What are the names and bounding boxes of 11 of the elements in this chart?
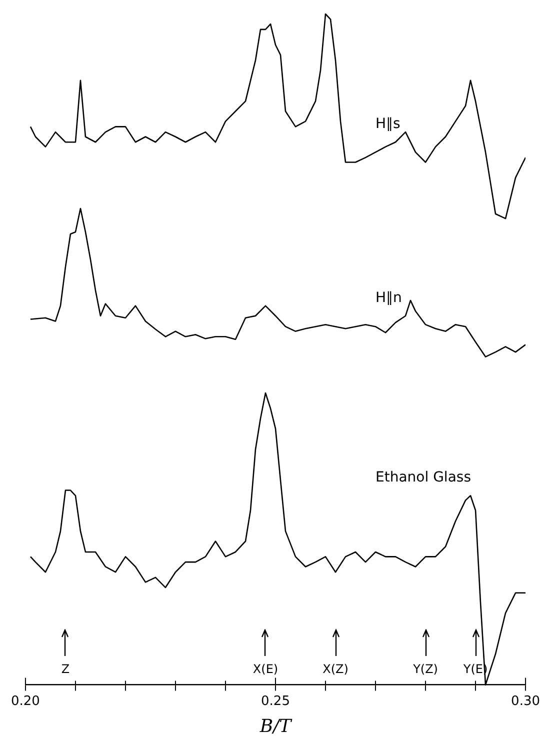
x-axis-title: B/T: [258, 716, 294, 737]
annotation: X(Z): [322, 662, 348, 676]
x-tick-label: 0.30: [511, 694, 540, 709]
x-tick-label: 0.25: [261, 694, 290, 709]
series-label: H∥s: [376, 116, 400, 132]
annotation: Z: [61, 662, 70, 676]
series-label: H∥n: [376, 290, 402, 306]
annotation: Y(Z): [412, 662, 438, 676]
series-label: Ethanol Glass: [376, 470, 471, 486]
x-tick-label: 0.20: [10, 694, 40, 709]
annotation: X(E): [252, 662, 278, 676]
